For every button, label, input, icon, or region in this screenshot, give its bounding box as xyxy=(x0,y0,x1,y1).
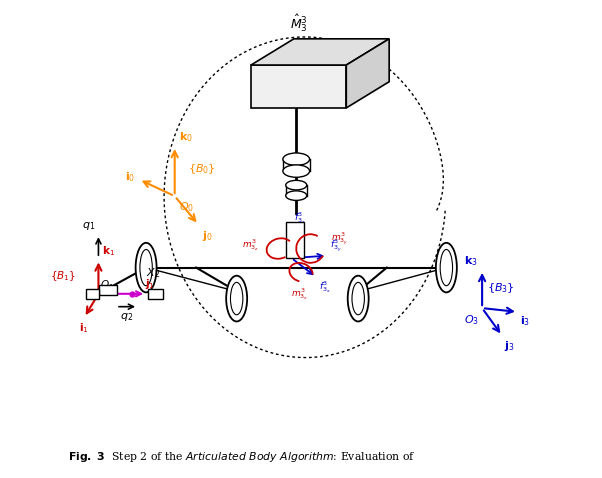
Text: $\mathbf{i}_3$: $\mathbf{i}_3$ xyxy=(520,315,530,328)
Text: $\mathbf{k}_1$: $\mathbf{k}_1$ xyxy=(102,244,115,258)
Text: $\mathbf{j}_1$: $\mathbf{j}_1$ xyxy=(144,277,155,291)
Text: $\mathbf{j}_0$: $\mathbf{j}_0$ xyxy=(202,228,213,242)
Ellipse shape xyxy=(348,276,368,321)
Ellipse shape xyxy=(286,180,307,190)
Text: $\{B_0\}$: $\{B_0\}$ xyxy=(188,162,216,176)
Text: $q_2$: $q_2$ xyxy=(120,312,134,324)
Polygon shape xyxy=(148,289,163,299)
Text: $O_0$: $O_0$ xyxy=(179,200,194,214)
Ellipse shape xyxy=(135,243,157,293)
Ellipse shape xyxy=(283,165,309,177)
Text: $m_{3_z}^3$: $m_{3_z}^3$ xyxy=(242,237,259,253)
Text: $\mathbf{k}_0$: $\mathbf{k}_0$ xyxy=(179,130,193,144)
Polygon shape xyxy=(346,39,389,108)
Text: $O_1$: $O_1$ xyxy=(100,279,114,293)
Polygon shape xyxy=(286,222,304,258)
Text: $\{B_1\}$: $\{B_1\}$ xyxy=(49,270,76,283)
Text: $\hat{M}_3^3$: $\hat{M}_3^3$ xyxy=(290,12,308,34)
Text: $f_{3_z}^3$: $f_{3_z}^3$ xyxy=(294,210,305,226)
Text: $m_{3_x}^3$: $m_{3_x}^3$ xyxy=(291,286,309,302)
Text: $\mathbf{i}_0$: $\mathbf{i}_0$ xyxy=(125,170,135,184)
Polygon shape xyxy=(99,285,117,295)
Ellipse shape xyxy=(286,191,307,200)
Text: $f_{3_x}^3$: $f_{3_x}^3$ xyxy=(318,280,330,295)
Text: $\mathbf{Fig.\ 3}$  Step 2 of the $\mathit{Articulated\ Body\ Algorithm}$: Evalu: $\mathbf{Fig.\ 3}$ Step 2 of the $\mathi… xyxy=(69,450,416,464)
Text: $O_3$: $O_3$ xyxy=(464,313,479,326)
Ellipse shape xyxy=(283,153,309,165)
Text: $q_1$: $q_1$ xyxy=(82,220,95,232)
Text: $X_2$: $X_2$ xyxy=(146,266,160,280)
Polygon shape xyxy=(251,65,346,108)
Text: $\{B_3\}$: $\{B_3\}$ xyxy=(487,281,515,295)
Text: $f_{3_y}^3$: $f_{3_y}^3$ xyxy=(330,237,341,254)
Text: $\mathbf{i}_1$: $\mathbf{i}_1$ xyxy=(79,321,89,335)
Ellipse shape xyxy=(436,243,457,293)
Text: $m_{3_y}^3$: $m_{3_y}^3$ xyxy=(330,230,348,248)
Polygon shape xyxy=(85,289,99,299)
Text: $\mathbf{j}_3$: $\mathbf{j}_3$ xyxy=(503,339,514,353)
Polygon shape xyxy=(251,39,389,65)
Text: $\mathbf{k}_3$: $\mathbf{k}_3$ xyxy=(464,254,477,268)
Ellipse shape xyxy=(226,276,247,321)
